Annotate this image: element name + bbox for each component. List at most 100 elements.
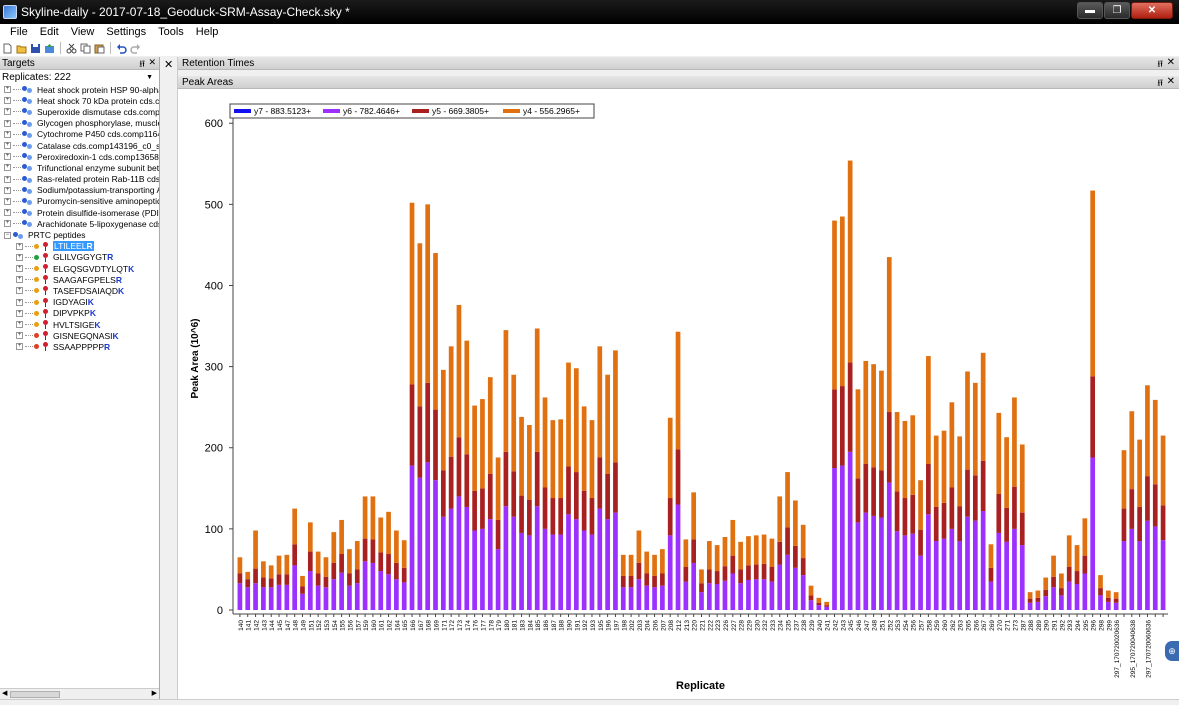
bar-y5[interactable] [480, 488, 485, 529]
bar-y5[interactable] [1098, 588, 1103, 596]
bar-y4[interactable] [808, 585, 814, 596]
bar-y4[interactable] [433, 253, 438, 410]
bar-y6[interactable] [941, 538, 947, 610]
bar-y6[interactable] [808, 600, 814, 610]
bar-y5[interactable] [1051, 576, 1056, 588]
bar-y5[interactable] [315, 573, 321, 586]
bar-y6[interactable] [1059, 595, 1064, 610]
expand-icon[interactable]: + [16, 343, 23, 351]
menu-help[interactable]: Help [195, 26, 219, 38]
menu-settings[interactable]: Settings [106, 26, 147, 38]
bar-y5[interactable] [487, 473, 493, 520]
bar-y4[interactable] [902, 420, 908, 499]
bar-y5[interactable] [620, 575, 626, 588]
bar-y5[interactable] [965, 469, 970, 517]
peptide-row[interactable]: + GLILVGGYGTR [0, 252, 159, 263]
bar-y5[interactable] [980, 460, 986, 512]
bar-y6[interactable] [761, 579, 767, 610]
collapse-icon[interactable]: − [4, 231, 11, 239]
bar-y5[interactable] [245, 579, 251, 588]
bar-y5[interactable] [347, 573, 352, 586]
bar-y6[interactable] [1035, 601, 1041, 610]
bar-y4[interactable] [292, 508, 298, 545]
bar-y4[interactable] [839, 216, 845, 387]
bar-y6[interactable] [871, 515, 876, 610]
bar-y6[interactable] [863, 512, 869, 610]
bar-y5[interactable] [401, 567, 407, 583]
bar-y6[interactable] [276, 584, 282, 610]
bar-y4[interactable] [1082, 518, 1088, 556]
bar-y4[interactable] [855, 389, 861, 479]
bar-y5[interactable] [1145, 476, 1150, 521]
bar-y4[interactable] [307, 522, 313, 552]
bar-y6[interactable] [1090, 457, 1096, 610]
bar-y5[interactable] [628, 575, 634, 588]
bar-y6[interactable] [894, 531, 900, 610]
bar-y4[interactable] [1066, 535, 1072, 568]
bar-y4[interactable] [785, 472, 790, 528]
bar-y5[interactable] [871, 467, 876, 516]
scroll-left-icon[interactable]: ◀ [2, 690, 8, 697]
expand-icon[interactable]: + [4, 186, 11, 194]
bar-y6[interactable] [292, 565, 298, 610]
protein-row[interactable]: + Sodium/potassium-transporting ATPase [0, 185, 159, 196]
bar-y5[interactable] [800, 558, 806, 576]
bar-y4[interactable] [284, 554, 290, 575]
expand-icon[interactable]: + [4, 175, 11, 183]
bar-y4[interactable] [323, 557, 329, 577]
bar-y4[interactable] [730, 519, 736, 556]
bar-y4[interactable] [425, 204, 431, 383]
bar-y6[interactable] [472, 530, 477, 610]
bar-y6[interactable] [824, 606, 830, 610]
bar-y6[interactable] [644, 585, 650, 610]
bar-y4[interactable] [1105, 590, 1111, 598]
protein-row[interactable]: + Glycogen phosphorylase, muscle form [0, 118, 159, 129]
bar-y6[interactable] [1113, 602, 1119, 610]
bar-y5[interactable] [378, 552, 384, 572]
bar-y4[interactable] [1113, 592, 1119, 599]
bar-y6[interactable] [918, 555, 923, 610]
menu-view[interactable]: View [70, 26, 95, 38]
bar-y5[interactable] [464, 454, 470, 507]
bar-y5[interactable] [832, 389, 837, 469]
bar-y6[interactable] [1051, 587, 1056, 610]
bar-y4[interactable] [722, 536, 728, 567]
close-icon[interactable]: ✕ [1166, 76, 1175, 87]
bar-y6[interactable] [746, 579, 751, 610]
bar-y6[interactable] [785, 554, 790, 610]
protein-row[interactable]: + Peroxiredoxin-1 cds.comp136585_c1_ [0, 151, 159, 162]
bar-y6[interactable] [331, 579, 337, 610]
bar-y5[interactable] [1090, 376, 1096, 458]
bar-y6[interactable] [879, 517, 884, 610]
bar-y6[interactable] [456, 496, 462, 610]
replicates-selector[interactable]: Replicates: 222 ▼ [0, 70, 159, 84]
bar-y5[interactable] [386, 554, 391, 575]
scroll-right-icon[interactable]: ▶ [151, 690, 157, 697]
expand-icon[interactable]: + [4, 197, 11, 205]
bar-y4[interactable] [941, 430, 947, 503]
new-document-icon[interactable] [2, 43, 13, 54]
bar-y5[interactable] [519, 495, 524, 533]
bar-y5[interactable] [1129, 489, 1135, 529]
peptide-row[interactable]: + IGDYAGIK [0, 297, 159, 308]
bar-y6[interactable] [597, 508, 603, 610]
bar-y6[interactable] [1105, 601, 1111, 610]
bar-y5[interactable] [362, 538, 368, 562]
bar-y5[interactable] [550, 498, 556, 535]
bar-y6[interactable] [503, 506, 509, 610]
bar-y4[interactable] [660, 549, 665, 574]
close-icon[interactable]: ✕ [1166, 57, 1175, 68]
bar-y5[interactable] [972, 475, 978, 521]
bar-y5[interactable] [761, 563, 767, 580]
bar-y4[interactable] [261, 561, 266, 578]
bar-y5[interactable] [425, 382, 431, 463]
bar-y6[interactable] [1137, 541, 1142, 610]
copy-icon[interactable] [80, 43, 91, 54]
bar-y5[interactable] [777, 541, 783, 565]
expand-icon[interactable]: + [16, 276, 23, 284]
bar-y4[interactable] [464, 340, 470, 455]
bar-y5[interactable] [941, 502, 947, 539]
bar-y4[interactable] [511, 374, 517, 472]
bar-y4[interactable] [276, 555, 282, 575]
bar-y6[interactable] [988, 581, 994, 610]
